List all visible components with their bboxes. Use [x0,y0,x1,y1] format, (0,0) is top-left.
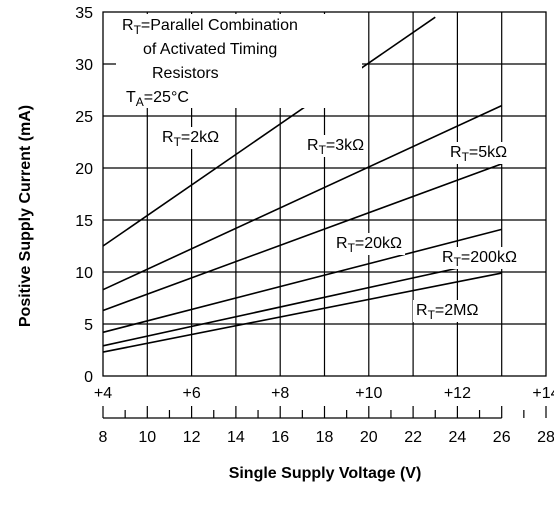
note-line: TA=25°C [126,89,189,109]
note-line: of Activated Timing [143,41,277,58]
x-bottom-tick-label: 20 [360,429,378,446]
series-line [102,104,503,291]
x-top-tick-labels: +4 +6 +8 +10 +12 +14 [94,385,554,402]
series-label: RT=3kΩ [307,137,364,157]
notes-bg [122,86,214,108]
x-bottom-tick-label: 14 [227,429,245,446]
x-bottom-tick-label: 8 [99,429,108,446]
series-label-bg [439,247,520,269]
series-line [102,228,502,334]
series-line [102,272,502,353]
x-top-tick-label: +8 [271,385,289,402]
x-bottom-tick-label: 16 [271,429,289,446]
y-tick-label: 5 [84,317,93,334]
series-lines [102,16,503,353]
x-top-tick-label: +4 [94,385,112,402]
series-labels: RT=2kΩ RT=3kΩ RT=5kΩ RT=20kΩ RT=200kΩ RT=2MΩ [159,127,520,322]
series-label: RT=2kΩ [162,129,219,149]
x-bottom-tick-label: 10 [138,429,156,446]
x-bottom-tick-label: 12 [183,429,201,446]
x-bottom-tick-label: 24 [449,429,467,446]
y-tick-label: 35 [75,5,93,22]
y-tick-label: 20 [75,161,93,178]
series-label: RT=200kΩ [442,249,517,269]
note-line: RT=Parallel Combination [122,17,298,37]
x-top-tick-label: +10 [355,385,382,402]
series-label-bg [447,142,511,164]
x-axis-title: Single Supply Voltage (V) [229,465,422,482]
x-bottom-tick-label: 26 [493,429,511,446]
series-label-bg [333,233,406,255]
x-bottom-tick-label: 22 [404,429,422,446]
series-label: RT=2MΩ [416,302,478,322]
series-label: RT=20kΩ [336,235,402,255]
y-tick-label: 0 [84,369,93,386]
series-line [102,16,436,247]
series-line [102,163,502,312]
series-label-bg [413,300,482,322]
secondary-x-axis: 8 10 12 14 16 18 20 22 24 26 28 [99,406,554,446]
x-top-tick-label: +6 [182,385,200,402]
y-tick-label: 15 [75,213,93,230]
series-label-bg [304,135,368,157]
y-axis-title: Positive Supply Current (mA) [17,105,34,327]
x-top-tick-label: +12 [444,385,471,402]
y-tick-label: 25 [75,109,93,126]
x-bottom-tick-label: 18 [316,429,334,446]
y-tick-labels: 0 5 10 15 20 25 30 35 [75,5,93,386]
x-top-tick-label: +14 [532,385,554,402]
series-line [102,257,502,347]
chart-notes: RT=Parallel Combination of Activated Timi… [116,14,362,109]
series-label-bg [159,127,223,149]
series-label: RT=5kΩ [450,144,507,164]
y-tick-label: 30 [75,57,93,74]
note-line: Resistors [152,65,219,82]
y-tick-label: 10 [75,265,93,282]
x-bottom-tick-label: 28 [537,429,554,446]
